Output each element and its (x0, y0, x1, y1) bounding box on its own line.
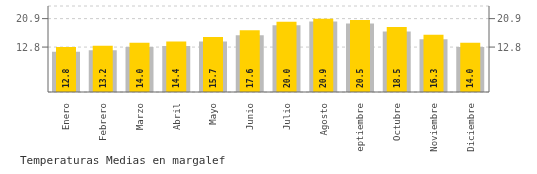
svg-text:Enero: Enero (61, 103, 71, 130)
svg-text:12.8: 12.8 (497, 42, 521, 53)
svg-text:13.2: 13.2 (99, 69, 108, 88)
svg-text:Julio: Julio (282, 103, 292, 130)
svg-text:20.0: 20.0 (283, 69, 292, 88)
svg-text:Marzo: Marzo (135, 103, 145, 130)
svg-text:14.4: 14.4 (172, 69, 181, 88)
svg-text:Agosto: Agosto (319, 103, 329, 136)
svg-text:17.6: 17.6 (246, 69, 255, 88)
svg-text:Diciembre: Diciembre (466, 103, 476, 152)
svg-text:20.9: 20.9 (497, 13, 521, 24)
svg-text:15.7: 15.7 (209, 69, 218, 88)
svg-text:20.9: 20.9 (16, 13, 40, 24)
svg-text:20.9: 20.9 (319, 69, 328, 88)
svg-text:12.8: 12.8 (62, 69, 71, 88)
svg-text:14.0: 14.0 (466, 69, 475, 88)
svg-text:Junio: Junio (245, 103, 255, 130)
svg-text:14.0: 14.0 (136, 69, 145, 88)
svg-text:18.5: 18.5 (393, 69, 402, 88)
svg-text:Mayo: Mayo (208, 103, 218, 125)
svg-text:16.3: 16.3 (430, 69, 439, 88)
svg-text:12.8: 12.8 (16, 42, 40, 53)
svg-text:Febrero: Febrero (98, 103, 108, 141)
svg-text:20.5: 20.5 (356, 69, 365, 88)
svg-text:Septiembre: Septiembre (355, 103, 365, 152)
html-text:Temperaturas Medias en margale: Temperaturas Medias en margalef (20, 154, 226, 167)
svg-text:Octubre: Octubre (392, 103, 402, 141)
svg-text:Noviembre: Noviembre (429, 103, 439, 152)
svg-text:Abril: Abril (172, 103, 182, 130)
